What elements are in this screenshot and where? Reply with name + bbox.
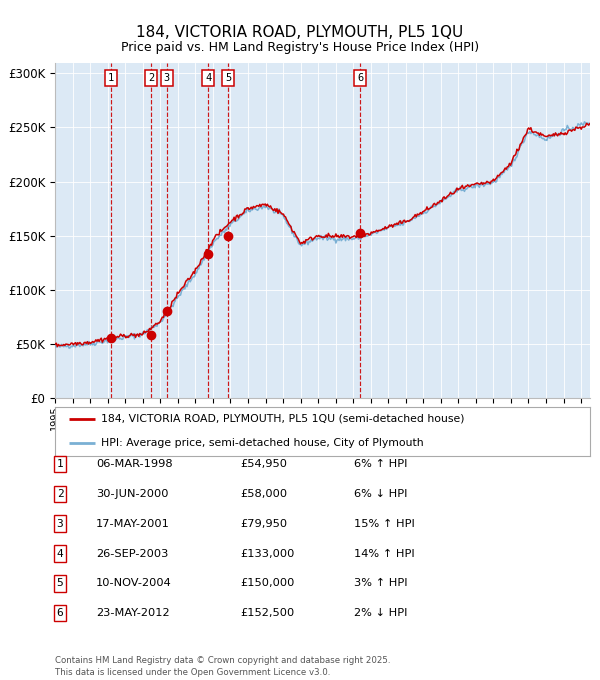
Text: 2: 2 [148, 73, 155, 83]
Text: 184, VICTORIA ROAD, PLYMOUTH, PL5 1QU: 184, VICTORIA ROAD, PLYMOUTH, PL5 1QU [136, 25, 464, 40]
Text: 3: 3 [56, 519, 64, 528]
Text: £150,000: £150,000 [240, 579, 295, 588]
Text: 1: 1 [108, 73, 114, 83]
Text: £152,500: £152,500 [240, 609, 294, 618]
Text: 1: 1 [56, 459, 64, 469]
Text: 6: 6 [357, 73, 363, 83]
Text: 2: 2 [56, 489, 64, 498]
Text: 2% ↓ HPI: 2% ↓ HPI [354, 609, 407, 618]
Text: 30-JUN-2000: 30-JUN-2000 [96, 489, 169, 498]
Text: £79,950: £79,950 [240, 519, 287, 528]
Text: £133,000: £133,000 [240, 549, 295, 558]
Text: 3: 3 [164, 73, 170, 83]
Text: Contains HM Land Registry data © Crown copyright and database right 2025.
This d: Contains HM Land Registry data © Crown c… [55, 656, 391, 677]
Text: 5: 5 [225, 73, 231, 83]
Text: 15% ↑ HPI: 15% ↑ HPI [354, 519, 415, 528]
Text: 184, VICTORIA ROAD, PLYMOUTH, PL5 1QU (semi-detached house): 184, VICTORIA ROAD, PLYMOUTH, PL5 1QU (s… [101, 414, 464, 424]
Text: 17-MAY-2001: 17-MAY-2001 [96, 519, 170, 528]
Text: 6: 6 [56, 609, 64, 618]
Text: Price paid vs. HM Land Registry's House Price Index (HPI): Price paid vs. HM Land Registry's House … [121, 41, 479, 54]
Text: 5: 5 [56, 579, 64, 588]
Text: 3% ↑ HPI: 3% ↑ HPI [354, 579, 407, 588]
Text: 6% ↑ HPI: 6% ↑ HPI [354, 459, 407, 469]
Text: 10-NOV-2004: 10-NOV-2004 [96, 579, 172, 588]
Text: £58,000: £58,000 [240, 489, 287, 498]
Text: 23-MAY-2012: 23-MAY-2012 [96, 609, 170, 618]
Text: 6% ↓ HPI: 6% ↓ HPI [354, 489, 407, 498]
Text: 06-MAR-1998: 06-MAR-1998 [96, 459, 173, 469]
Text: 4: 4 [56, 549, 64, 558]
Text: 26-SEP-2003: 26-SEP-2003 [96, 549, 169, 558]
Text: 14% ↑ HPI: 14% ↑ HPI [354, 549, 415, 558]
Text: HPI: Average price, semi-detached house, City of Plymouth: HPI: Average price, semi-detached house,… [101, 439, 423, 448]
Text: 4: 4 [205, 73, 211, 83]
Text: £54,950: £54,950 [240, 459, 287, 469]
